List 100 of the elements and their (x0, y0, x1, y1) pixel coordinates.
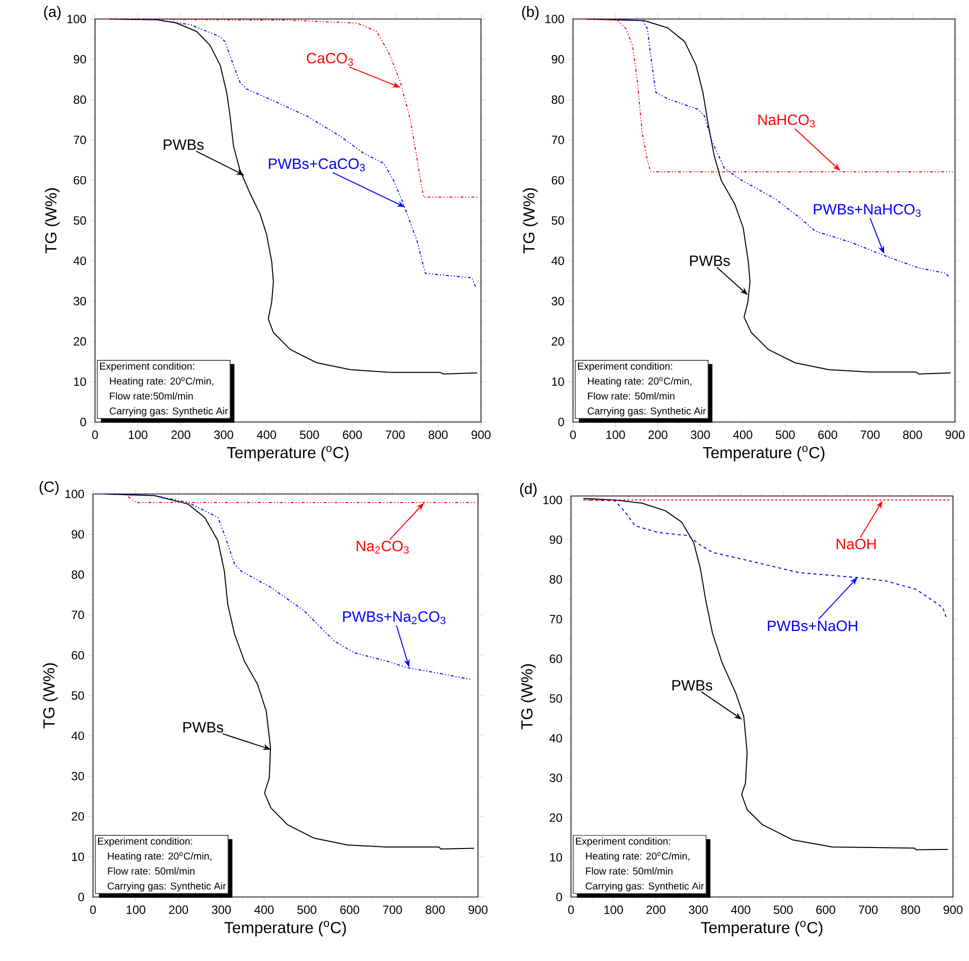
x-tick-label: 100 (604, 906, 623, 914)
x-axis-title: Temperature ($^{o}$C) (224, 920, 346, 936)
y-tick-label: 100 (543, 496, 562, 504)
x-tick-label: 800 (903, 430, 922, 439)
y-tick-label: 100 (545, 14, 564, 24)
x-tick-label: 100 (128, 430, 148, 439)
x-tick-label: 900 (468, 906, 488, 914)
annotation: Flow rate: 50ml/min (108, 867, 194, 875)
y-tick-label: 10 (74, 377, 86, 386)
annotation: Heating rate: 20$^{o}$C/min, (110, 377, 214, 387)
annotation: PWBs+NaHCO$_{3}$ (814, 204, 921, 217)
y-tick-label: 40 (73, 256, 86, 266)
y-tick-label: 40 (71, 732, 84, 740)
y-tick-label: 20 (550, 813, 562, 822)
x-tick-label: 600 (340, 906, 360, 914)
x-axis-title: Temperature ($^{o}$C) (226, 446, 348, 462)
annotation: Na$_{2}$CO$_{3}$ (356, 540, 409, 554)
y-tick-label: 90 (552, 55, 564, 64)
x-tick-label: 600 (816, 906, 836, 914)
y-axis-title: TG (W%) (44, 188, 60, 254)
y-tick-label: 40 (549, 734, 562, 742)
annotation: Experiment condition: (98, 837, 192, 847)
y-tick-label: 60 (74, 176, 86, 184)
y-tick-label: 60 (550, 654, 562, 664)
line-series (106, 18, 480, 198)
x-tick-label: 600 (342, 430, 362, 439)
y-tick-label: 80 (74, 95, 86, 104)
x-tick-label: 800 (426, 906, 445, 914)
annotation: Carrying gas: Synthetic Air (588, 407, 706, 416)
y-tick-label: 20 (552, 337, 564, 346)
line-series (582, 499, 947, 618)
x-tick-label: 500 (300, 430, 319, 439)
x-tick-label: 900 (946, 430, 965, 439)
x-tick-label: 300 (690, 430, 710, 439)
x-tick-label: 0 (92, 430, 98, 439)
x-tick-label: 500 (774, 906, 793, 914)
annotation: PWBs (164, 140, 204, 150)
annotation: Experiment condition: (576, 837, 670, 847)
x-tick-label: 100 (606, 430, 625, 439)
y-axis-title: TG (W%) (522, 188, 538, 254)
x-tick-label: 800 (901, 906, 920, 914)
y-tick-label: 30 (552, 296, 564, 306)
y-tick-label: 30 (550, 774, 562, 782)
annotation: PWBs+CaCO$_{3}$ (268, 158, 365, 172)
annotation: Heating rate: 20$^{o}$C/min, (108, 852, 212, 862)
y-tick-label: 60 (72, 650, 84, 660)
chart-title: (C) (40, 481, 59, 495)
annotation: PWBs (183, 722, 224, 733)
y-tick-label: 0 (556, 892, 562, 902)
annotation: Experiment condition: (578, 362, 672, 372)
x-tick-label: 100 (126, 906, 146, 914)
annotation: PWBs+NaOH (768, 620, 858, 632)
annotation: Carrying gas: Synthetic Air (108, 882, 226, 892)
x-tick-label: 400 (733, 430, 752, 439)
x-tick-label: 900 (472, 430, 491, 439)
y-axis-title: TG (W%) (42, 663, 58, 728)
y-tick-label: 10 (552, 377, 564, 386)
x-tick-label: 400 (254, 906, 274, 914)
x-tick-label: 0 (90, 906, 96, 914)
y-tick-label: 80 (550, 575, 562, 584)
line-series (583, 18, 954, 172)
y-tick-label: 90 (72, 530, 84, 539)
chart-title: (b) (522, 6, 539, 20)
x-tick-label: 300 (214, 430, 234, 439)
x-tick-label: 700 (386, 430, 405, 439)
y-tick-label: 70 (552, 136, 564, 144)
y-tick-label: 0 (80, 418, 86, 426)
x-axis-title: Temperature ($^{o}$C) (702, 446, 824, 462)
y-tick-label: 100 (67, 14, 86, 24)
y-tick-label: 40 (551, 256, 564, 266)
y-tick-label: 90 (550, 535, 562, 544)
y-tick-label: 0 (78, 892, 84, 902)
x-tick-label: 200 (648, 430, 668, 439)
x-tick-label: 200 (171, 430, 190, 439)
x-axis-title: Temperature ($^{o}$C) (700, 920, 822, 936)
y-tick-label: 50 (552, 216, 564, 225)
x-tick-label: 800 (428, 430, 448, 439)
annotation: NaOH (836, 538, 876, 550)
x-tick-label: 300 (212, 906, 231, 914)
annotation: PWBs (690, 256, 730, 266)
y-tick-label: 50 (74, 216, 86, 225)
annotation: PWBs+Na$_{2}$CO$_{3}$ (343, 611, 446, 624)
x-tick-label: 500 (297, 906, 316, 914)
y-tick-label: 50 (550, 694, 562, 703)
x-tick-label: 400 (731, 906, 750, 914)
y-tick-label: 20 (72, 812, 84, 821)
chart-title: (a) (44, 6, 61, 20)
y-tick-label: 50 (72, 691, 84, 700)
y-tick-label: 60 (552, 176, 564, 184)
x-tick-label: 900 (944, 906, 963, 914)
y-tick-label: 10 (72, 852, 84, 861)
annotation: Carrying gas: Synthetic Air (110, 407, 228, 416)
x-tick-label: 300 (688, 906, 708, 914)
y-tick-label: 10 (550, 853, 562, 862)
y-tick-label: 30 (74, 296, 86, 306)
y-tick-label: 20 (74, 337, 86, 346)
y-tick-label: 70 (550, 614, 562, 624)
annotation: Heating rate: 20$^{o}$C/min, (586, 852, 690, 862)
line-series (104, 493, 472, 680)
annotation: CaCO$_{3}$ (306, 52, 353, 66)
